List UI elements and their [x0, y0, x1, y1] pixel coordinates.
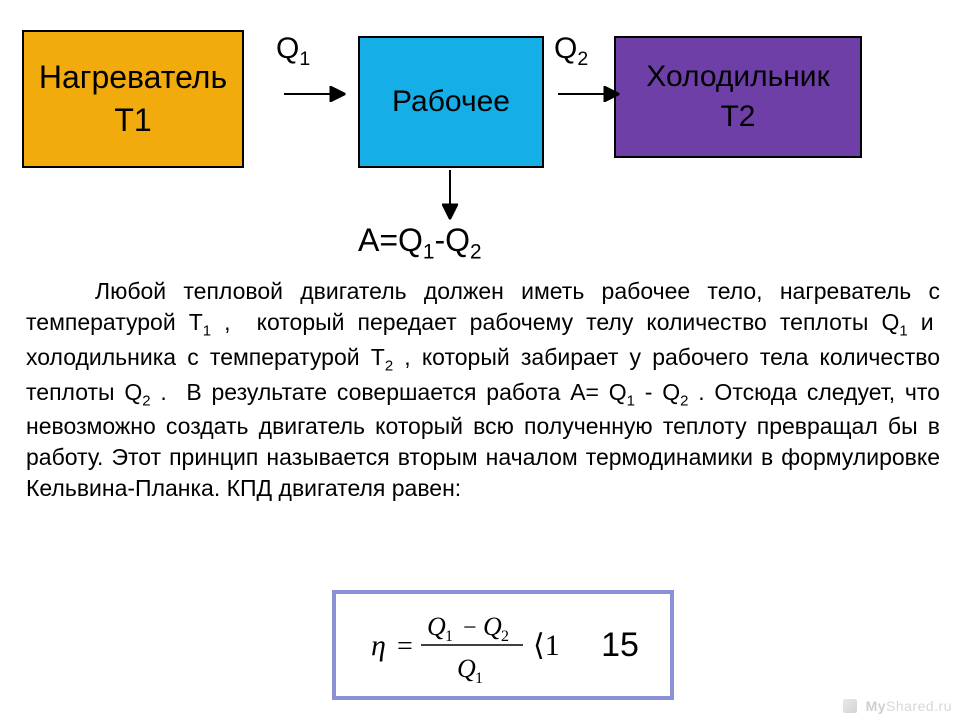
svg-text:Q: Q: [427, 612, 446, 641]
heater-box: Нагреватель Т1: [22, 30, 244, 168]
worker-label1: Рабочее: [392, 82, 510, 123]
svg-text:Q: Q: [483, 612, 502, 641]
svg-text:⟨1: ⟨1: [533, 629, 560, 662]
watermark: MyShared.ru: [843, 698, 952, 714]
svg-text:2: 2: [501, 628, 509, 645]
efficiency-formula-box: η = Q 1 − Q 2 Q 1 ⟨1 15: [332, 590, 674, 700]
svg-text:1: 1: [445, 628, 453, 645]
svg-text:−: −: [463, 615, 477, 641]
heater-label2: Т1: [114, 99, 151, 142]
eta-symbol: η: [371, 629, 386, 662]
page-number: 15: [601, 626, 639, 665]
q1-label: Q1: [276, 32, 310, 71]
heater-label1: Нагреватель: [39, 56, 227, 99]
cooler-label2: Т2: [720, 97, 755, 138]
cooler-label1: Холодильник: [646, 57, 829, 98]
efficiency-formula: η = Q 1 − Q 2 Q 1 ⟨1: [367, 599, 577, 691]
q2-label: Q2: [554, 32, 588, 71]
svg-text:1: 1: [475, 670, 483, 687]
worker-box: Рабочее: [358, 36, 544, 168]
cooler-box: Холодильник Т2: [614, 36, 862, 158]
watermark-logo-icon: [843, 699, 857, 713]
svg-text:Q: Q: [457, 654, 476, 683]
work-equation: A=Q1-Q2: [358, 222, 482, 264]
svg-text:=: =: [397, 631, 413, 662]
description-paragraph: Любой тепловой двигатель должен иметь ра…: [26, 276, 940, 504]
